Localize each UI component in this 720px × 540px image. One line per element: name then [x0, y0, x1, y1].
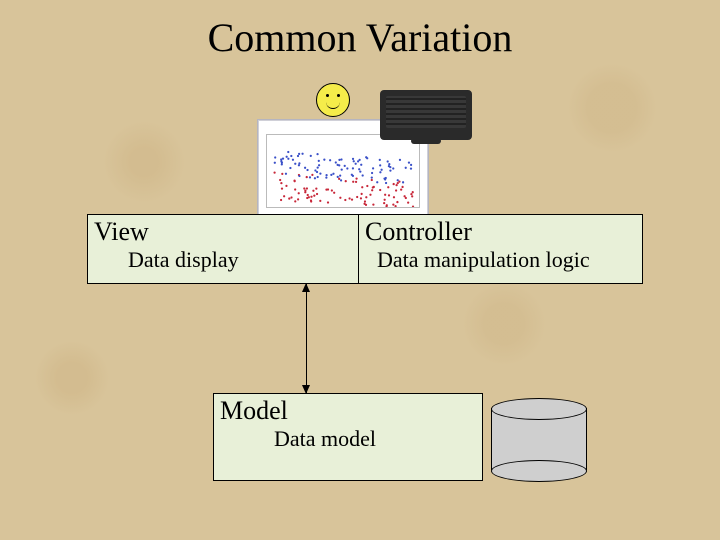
keyboard-icon: [380, 90, 472, 140]
page-title: Common Variation: [0, 14, 720, 61]
model-box: Model Data model: [213, 393, 483, 481]
model-title: Model: [214, 394, 482, 426]
view-title: View: [88, 215, 358, 247]
chart-plot-area: [266, 134, 420, 208]
model-subtitle: Data model: [214, 426, 482, 452]
view-controller-box: View Data display Controller Data manipu…: [87, 214, 643, 284]
view-subtitle: Data display: [88, 247, 358, 273]
scatter-svg: [267, 135, 419, 207]
connector-line: [306, 284, 307, 393]
controller-subtitle: Data manipulation logic: [359, 247, 642, 273]
smiley-icon: [316, 83, 350, 117]
controller-title: Controller: [359, 215, 642, 247]
database-cylinder-icon: [491, 398, 587, 480]
arrow-up-icon: [302, 283, 310, 292]
